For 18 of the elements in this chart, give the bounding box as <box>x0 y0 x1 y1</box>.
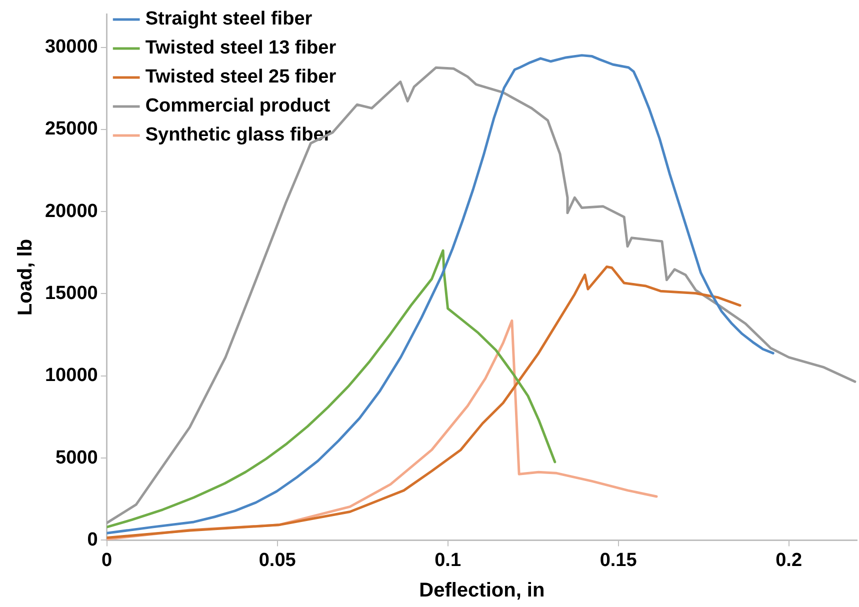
y-tick-label: 30000 <box>44 36 98 58</box>
x-tick-label: 0.1 <box>434 550 462 571</box>
y-tick-label: 15000 <box>44 282 98 304</box>
x-tick-label: 0.05 <box>258 550 296 571</box>
x-axis-title: Deflection, in <box>419 580 545 602</box>
y-tick-label: 10000 <box>44 365 98 386</box>
legend-label: Commercial product <box>145 96 331 117</box>
y-tick-label: 25000 <box>44 118 98 140</box>
y-tick-label: 20000 <box>44 200 98 222</box>
legend-label: Twisted steel 25 fiber <box>145 66 337 88</box>
y-tick-label: 0 <box>87 529 98 550</box>
y-axis-title: Load, lb <box>14 238 37 316</box>
y-tick-label: 5000 <box>56 447 98 468</box>
x-tick-label: 0.15 <box>600 550 638 571</box>
x-tick-label: 0.2 <box>776 550 802 571</box>
x-tick-label: 0 <box>102 550 112 571</box>
legend-label: Twisted steel 13 fiber <box>145 38 337 59</box>
legend-label: Straight steel fiber <box>145 8 313 30</box>
